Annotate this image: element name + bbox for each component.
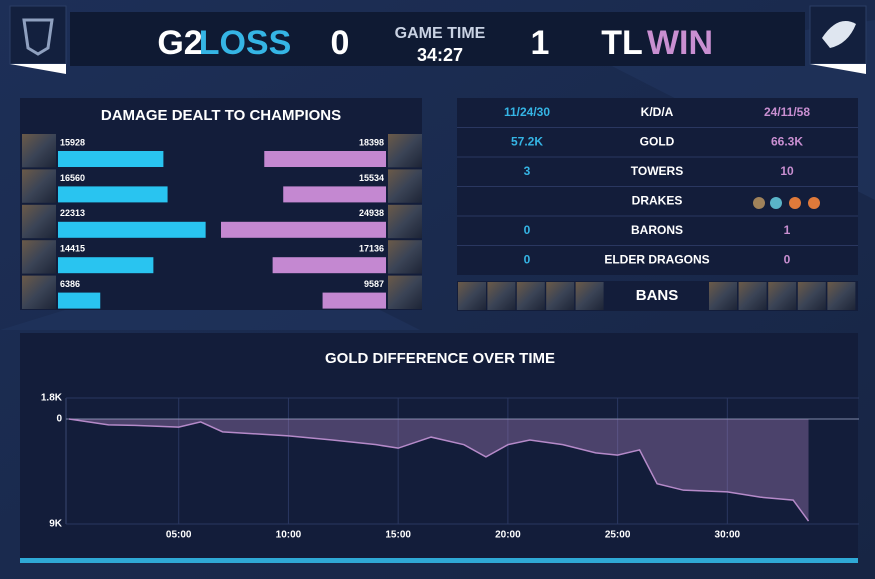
stat-right: 10 (780, 164, 794, 178)
x-tick-label: 05:00 (166, 530, 192, 541)
ban-portrait (768, 282, 797, 310)
damage-label: 22313 (60, 208, 85, 218)
bar (322, 292, 386, 309)
stat-right: 1 (784, 223, 791, 237)
stat-right: 24/11/58 (764, 105, 810, 119)
champion-portrait (388, 240, 422, 274)
game-time: 34:27 (417, 45, 463, 65)
stat-left: 3 (524, 164, 531, 178)
x-tick-label: 25:00 (605, 530, 631, 541)
bar (283, 186, 386, 203)
bar (221, 221, 386, 238)
gold-line (68, 418, 810, 522)
y-tick-label: 9K (49, 519, 63, 530)
logo-corner (10, 64, 66, 74)
bar (58, 151, 164, 167)
logo-mark (22, 18, 54, 56)
logo-mark (822, 21, 856, 48)
champion-portrait (388, 134, 422, 168)
damage-label: 24938 (359, 208, 384, 218)
ban-portrait (487, 282, 516, 310)
damage-label: 6386 (60, 279, 80, 289)
bar (58, 292, 101, 309)
damage-panel (20, 98, 422, 310)
ban-portrait (827, 282, 856, 310)
stat-label: ELDER DRAGONS (604, 252, 709, 266)
damage-label: 15928 (60, 137, 85, 147)
bar (58, 221, 206, 238)
ban-portrait (797, 282, 826, 310)
y-tick-label: 0 (56, 414, 62, 425)
stat-label: DRAKES (632, 193, 683, 207)
champion-portrait (22, 240, 56, 274)
ban-portrait (709, 282, 737, 310)
ban-portrait (516, 282, 545, 310)
panel-stripe (20, 558, 858, 563)
ban-portrait (458, 282, 486, 310)
damage-label: 15534 (359, 173, 384, 183)
result: LOSS (199, 24, 292, 62)
game-time-label: GAME TIME (395, 25, 486, 42)
gold-panel (20, 333, 858, 560)
champion-portrait (388, 275, 422, 309)
bar (272, 257, 386, 274)
damage-label: 16560 (60, 173, 85, 183)
ban-portrait (575, 282, 604, 310)
chart-title: DAMAGE DEALT TO CHAMPIONS (101, 107, 341, 124)
damage-label: 18398 (359, 137, 384, 147)
bar (58, 186, 168, 203)
damage-label: 9587 (364, 279, 384, 289)
champion-portrait (22, 169, 56, 203)
logo-corner (810, 64, 866, 74)
ban-portrait (546, 282, 575, 310)
stat-right: 0 (784, 252, 791, 266)
bans-label: BANS (636, 287, 679, 304)
drake-icon (808, 197, 820, 209)
x-tick-label: 15:00 (385, 530, 411, 541)
champion-portrait (388, 169, 422, 203)
damage-label: 14415 (60, 244, 85, 254)
stat-label: K/D/A (641, 105, 674, 119)
stat-label: BARONS (631, 223, 683, 237)
stat-label: TOWERS (631, 164, 683, 178)
stat-left: 0 (524, 223, 531, 237)
champion-portrait (22, 275, 56, 309)
drake-icon (770, 197, 782, 209)
stat-left: 0 (524, 252, 531, 266)
champion-portrait (388, 204, 422, 239)
bar (58, 257, 154, 274)
drake-icon (753, 197, 765, 209)
ban-portrait (738, 282, 767, 310)
bar (264, 151, 386, 167)
x-tick-label: 10:00 (276, 530, 302, 541)
x-tick-label: 20:00 (495, 530, 521, 541)
champion-portrait (22, 134, 56, 168)
stat-right: 66.3K (771, 134, 803, 148)
score: 1 (531, 24, 550, 62)
result: WIN (647, 24, 713, 62)
chart-title: GOLD DIFFERENCE OVER TIME (325, 350, 555, 367)
stat-label: GOLD (640, 134, 675, 148)
x-tick-label: 30:00 (715, 530, 741, 541)
header-bar (70, 12, 805, 66)
drake-icons (753, 197, 820, 209)
damage-label: 17136 (359, 244, 384, 254)
team-name: G2 (157, 24, 202, 62)
champion-portrait (22, 204, 56, 239)
area-fill (69, 419, 809, 522)
team-name: TL (601, 24, 643, 62)
y-tick-label: 1.8K (41, 393, 63, 404)
score: 0 (331, 24, 350, 62)
stat-left: 57.2K (511, 134, 543, 148)
drake-icon (789, 197, 801, 209)
stat-left: 11/24/30 (504, 105, 550, 119)
